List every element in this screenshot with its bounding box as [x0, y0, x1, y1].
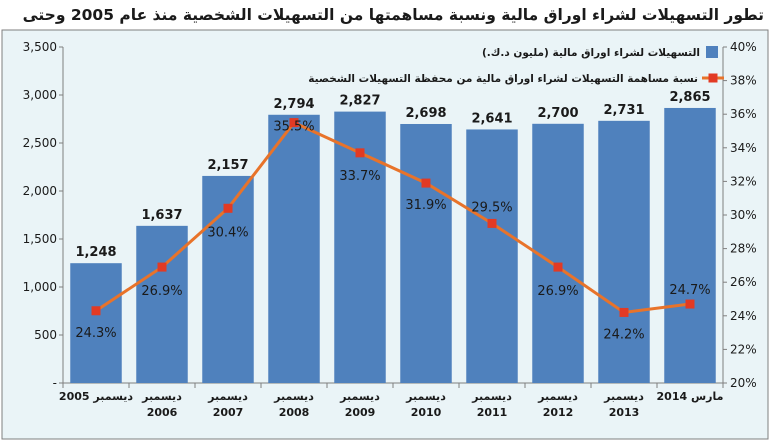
line-data-label: 24.7%: [669, 283, 710, 298]
legend-line-label: نسبة مساهمة التسهيلات لشراء اوراق مالية …: [308, 73, 698, 85]
line-point-marker: [91, 306, 101, 316]
bar-data-label: 2,157: [207, 158, 248, 173]
left-axis-tick-label: 500: [34, 328, 57, 342]
x-axis-category-label: 2009: [345, 406, 376, 419]
left-axis-tick-label: 1,000: [23, 280, 57, 294]
x-axis-category-label: 2010: [411, 406, 442, 419]
right-axis-tick-label: 40%: [730, 40, 757, 54]
x-axis-category-label: مارس 2014: [657, 390, 724, 403]
left-axis-tick-label: 3,000: [23, 88, 57, 102]
right-axis-tick-label: 32%: [730, 174, 757, 188]
line-data-label: 33.7%: [339, 169, 380, 184]
x-axis-category-label: 2006: [147, 406, 178, 419]
left-axis-tick-label: -: [53, 376, 57, 390]
bar-data-label: 2,731: [603, 103, 644, 118]
line-data-label: 24.2%: [603, 327, 644, 342]
bar-data-label: 2,827: [339, 94, 380, 109]
right-axis-tick-label: 28%: [730, 242, 757, 256]
left-axis-tick-label: 2,000: [23, 184, 57, 198]
legend-bar-label: التسهيلات لشراء اوراق مالية (مليون د.ك.): [482, 47, 700, 59]
x-axis-category-label: 2013: [609, 406, 640, 419]
right-axis-tick-label: 22%: [730, 342, 757, 356]
line-point-marker: [421, 178, 431, 188]
x-axis-category-label: ديسمبر: [537, 390, 578, 403]
bar: [532, 123, 584, 384]
bar-data-label: 2,698: [405, 106, 446, 121]
bar-data-label: 2,641: [471, 111, 512, 126]
x-axis-category-label: ديسمبر: [207, 390, 248, 403]
line-series-path: [95, 120, 691, 315]
line-data-label: 35.5%: [273, 120, 314, 135]
bar-data-label: 1,248: [75, 245, 116, 260]
line-data-label: 30.4%: [207, 225, 248, 240]
line-data-label: 26.9%: [141, 284, 182, 299]
line-point-marker: [685, 299, 695, 309]
line-point-marker: [223, 203, 233, 213]
left-axis-tick-label: 3,500: [23, 40, 57, 54]
line-data-label: 24.3%: [75, 326, 116, 341]
left-axis-tick-label: 2,500: [23, 136, 57, 150]
line-point-marker: [619, 307, 629, 317]
bar: [70, 263, 122, 383]
line-point-marker: [157, 262, 167, 272]
line-point-marker: [487, 218, 497, 228]
bar-data-label: 2,700: [537, 106, 578, 121]
bar: [664, 107, 716, 384]
right-axis-tick-label: 34%: [730, 141, 757, 155]
legend-line-marker: [708, 73, 718, 83]
legend-bar-swatch: [706, 46, 718, 58]
left-axis-tick-label: 1,500: [23, 232, 57, 246]
bar: [400, 123, 452, 383]
line-data-label: 29.5%: [471, 200, 512, 215]
x-axis-category-label: ديسمبر 2005: [59, 390, 133, 403]
x-axis-category-label: ديسمبر: [339, 390, 380, 403]
line-point-marker: [355, 148, 365, 158]
right-axis-tick-label: 30%: [730, 208, 757, 222]
bar-data-label: 2,865: [669, 90, 710, 105]
x-axis-category-label: 2011: [477, 406, 508, 419]
x-axis-category-label: ديسمبر: [405, 390, 446, 403]
line-data-label: 31.9%: [405, 198, 446, 213]
x-axis-category-label: 2007: [213, 406, 244, 419]
right-axis-tick-label: 20%: [730, 376, 757, 390]
bar: [598, 120, 650, 383]
bar: [268, 114, 320, 383]
bar-data-label: 2,794: [273, 97, 314, 112]
bar: [466, 129, 518, 383]
x-axis-category-label: ديسمبر: [471, 390, 512, 403]
line-point-marker: [553, 262, 563, 272]
x-axis-category-label: 2008: [279, 406, 310, 419]
x-axis-category-label: ديسمبر: [273, 390, 314, 403]
bar-data-label: 1,637: [141, 208, 182, 223]
right-axis-tick-label: 26%: [730, 275, 757, 289]
x-axis-category-label: ديسمبر: [603, 390, 644, 403]
right-axis-tick-label: 24%: [730, 309, 757, 323]
x-axis-category-label: 2012: [543, 406, 574, 419]
line-data-label: 26.9%: [537, 284, 578, 299]
right-axis-tick-label: 38%: [730, 74, 757, 88]
line-point-marker: [289, 118, 299, 128]
x-axis-category-label: ديسمبر: [141, 390, 182, 403]
right-axis-tick-label: 36%: [730, 107, 757, 121]
